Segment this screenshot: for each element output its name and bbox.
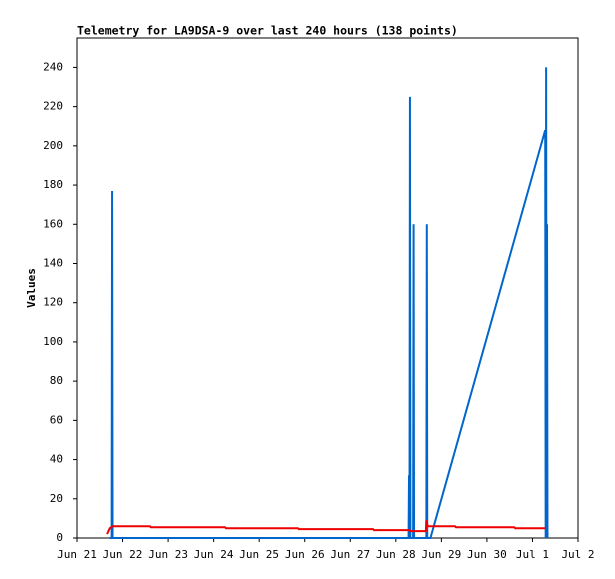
y-tick-label: 120 — [43, 296, 63, 309]
y-tick-label: 220 — [43, 100, 63, 113]
x-tick-label: Jun 30 — [467, 548, 507, 561]
y-tick-label: 240 — [43, 60, 63, 73]
y-tick-label: 200 — [43, 139, 63, 152]
x-tick-label: Jun 26 — [285, 548, 325, 561]
x-tick-label: Jun 29 — [421, 548, 461, 561]
y-tick-label: 40 — [50, 453, 63, 466]
y-tick-label: 20 — [50, 492, 63, 505]
series-line — [109, 67, 549, 539]
y-axis-label: Values — [25, 268, 38, 308]
x-tick-label: Jul 2 — [561, 548, 594, 561]
x-tick-label: Jun 25 — [239, 548, 279, 561]
x-tick-label: Jun 27 — [330, 548, 370, 561]
y-tick-label: 160 — [43, 217, 63, 230]
x-tick-label: Jun 28 — [376, 548, 416, 561]
y-tick-label: 60 — [50, 413, 63, 426]
y-tick-label: 0 — [56, 531, 63, 544]
x-tick-label: Jul 1 — [516, 548, 549, 561]
series-line — [106, 520, 546, 535]
x-tick-label: Jun 21 — [57, 548, 97, 561]
chart-title: Telemetry for LA9DSA-9 over last 240 hou… — [77, 24, 458, 38]
x-tick-label: Jun 24 — [194, 548, 234, 561]
y-tick-label: 100 — [43, 335, 63, 348]
x-tick-label: Jun 23 — [148, 548, 188, 561]
y-tick-label: 80 — [50, 374, 63, 387]
x-tick-label: Jun 22 — [103, 548, 143, 561]
y-tick-label: 140 — [43, 256, 63, 269]
plot-frame — [76, 37, 579, 539]
y-tick-label: 180 — [43, 178, 63, 191]
